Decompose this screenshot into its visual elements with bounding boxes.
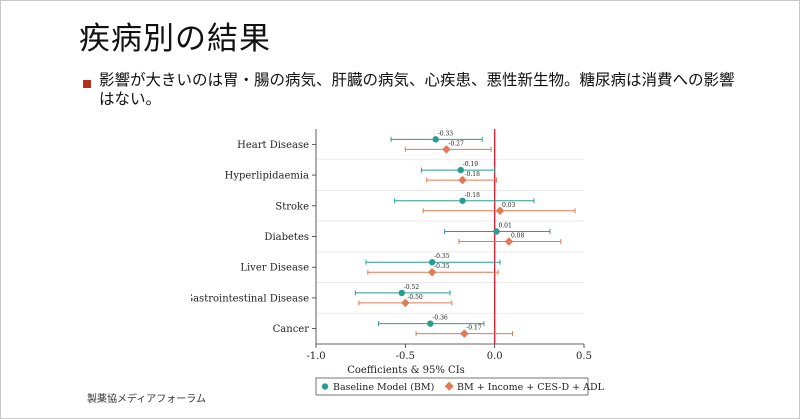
y-tick-label-hyperlipidaemia: Hyperlipidaemia bbox=[225, 171, 309, 182]
data-label-baseline: 0.01 bbox=[498, 223, 511, 230]
x-tick-label: -0.5 bbox=[396, 351, 415, 362]
legend-marker-baseline bbox=[321, 383, 329, 390]
bullet-text: 影響が大きいのは胃・腸の病気、肝臓の病気、心疾患、悪性新生物。糖尿病は消費への影… bbox=[99, 71, 735, 108]
footer-text: 製薬協メディアフォーラム bbox=[87, 394, 206, 405]
point-adjusted bbox=[495, 206, 505, 216]
forest-plot: -1.0 -0.5 0.0 0.5 Heart Disease -0.33 -0.27 Hyp… bbox=[191, 121, 611, 397]
data-label-baseline: -0.35 bbox=[434, 253, 450, 260]
data-label-adjusted: -0.18 bbox=[465, 171, 481, 178]
point-adjusted bbox=[458, 175, 467, 185]
slide-title: 疾病別の結果 bbox=[79, 21, 271, 57]
point-baseline bbox=[459, 197, 466, 204]
point-baseline bbox=[457, 166, 464, 174]
legend: Baseline Model (BM) BM + Income + CES-D … bbox=[315, 377, 605, 396]
legend-label-adjusted: BM + Income + CES-D + ADL bbox=[457, 382, 605, 393]
y-tick-label-heart-disease: Heart Disease bbox=[237, 140, 309, 151]
bullet-marker bbox=[83, 80, 91, 88]
point-adjusted bbox=[401, 298, 410, 308]
point-adjusted bbox=[460, 329, 469, 338]
point-adjusted bbox=[427, 267, 437, 277]
point-adjusted bbox=[504, 237, 514, 246]
point-baseline bbox=[493, 228, 500, 235]
x-tick-label: 0.5 bbox=[576, 351, 592, 362]
y-tick-label-diabetes: Diabetes bbox=[264, 232, 309, 243]
y-tick-label-cancer: Cancer bbox=[273, 324, 310, 335]
point-baseline bbox=[398, 289, 405, 297]
data-label-adjusted: -0.17 bbox=[466, 325, 482, 332]
data-label-adjusted: -0.27 bbox=[448, 140, 464, 147]
x-tick-label: 0.0 bbox=[487, 351, 503, 362]
chart-background bbox=[191, 121, 611, 397]
data-label-adjusted: 0.03 bbox=[502, 202, 516, 209]
data-label-baseline: -0.19 bbox=[463, 161, 479, 168]
data-label-adjusted: 0.08 bbox=[511, 233, 525, 240]
y-tick-label-liver-disease: Liver Disease bbox=[240, 263, 309, 274]
x-axis-label: Coefficients & 95% CIs bbox=[347, 365, 465, 376]
y-tick-label-gastrointestinal-disease: Gastrointestinal Disease bbox=[191, 293, 309, 304]
data-label-adjusted: -0.50 bbox=[407, 294, 423, 301]
y-tick-label-stroke: Stroke bbox=[275, 201, 309, 212]
data-label-baseline: -0.36 bbox=[432, 315, 448, 322]
point-adjusted bbox=[442, 145, 451, 154]
data-label-baseline: -0.52 bbox=[404, 284, 420, 291]
point-baseline bbox=[427, 320, 434, 327]
data-label-adjusted: -0.35 bbox=[434, 263, 450, 270]
x-tick-label: -1.0 bbox=[306, 351, 325, 362]
point-baseline bbox=[428, 259, 436, 266]
data-label-baseline: -0.33 bbox=[438, 130, 454, 137]
legend-label-baseline: Baseline Model (BM) bbox=[333, 382, 434, 393]
point-baseline bbox=[432, 136, 439, 143]
data-label-baseline: -0.18 bbox=[465, 192, 481, 199]
